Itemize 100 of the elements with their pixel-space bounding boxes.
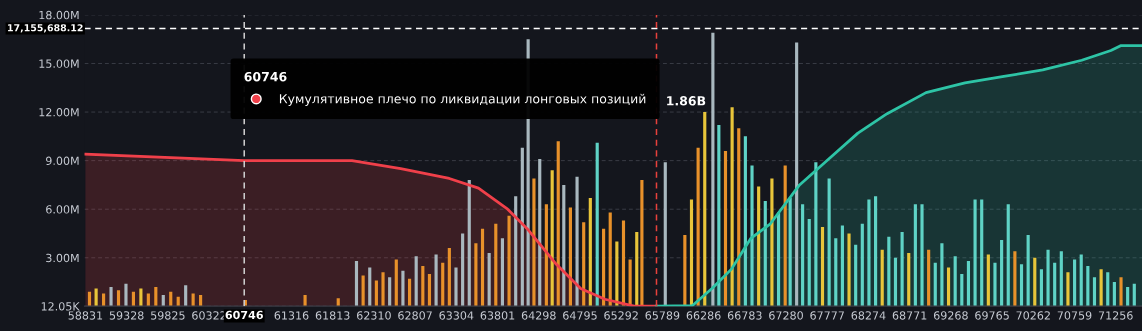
bar [507, 215, 511, 307]
bar [361, 275, 365, 307]
bar [743, 136, 747, 307]
bar [575, 176, 579, 307]
bar [336, 298, 340, 307]
bar [441, 262, 445, 307]
x-tick-label: 65292 [604, 311, 638, 320]
bar [427, 273, 432, 307]
bar [131, 291, 136, 307]
bar [907, 252, 911, 307]
ref-line-label: 17,155,688.12 [8, 24, 83, 33]
bar [595, 142, 599, 307]
bar [480, 228, 485, 307]
bar [683, 235, 687, 307]
x-tick-label: 68771 [892, 311, 927, 320]
bar [867, 199, 871, 307]
bar [723, 150, 728, 307]
bar [146, 293, 150, 307]
bar [401, 270, 405, 307]
bar [474, 243, 478, 307]
x-tick-label: 69765 [975, 311, 1009, 320]
bar [1119, 277, 1123, 307]
bar [940, 243, 944, 307]
x-tick-label: 64795 [563, 311, 597, 320]
bar [711, 32, 715, 307]
bar [494, 223, 498, 307]
x-tick-label: 61316 [274, 311, 309, 320]
bar [1000, 239, 1004, 307]
bar [1099, 269, 1103, 307]
bar [124, 283, 128, 307]
bar [973, 199, 977, 307]
bar [550, 170, 554, 307]
bar [933, 262, 937, 307]
bar [621, 220, 626, 307]
bar [966, 261, 971, 307]
bar [874, 196, 878, 307]
bar [421, 265, 425, 307]
bar [717, 125, 721, 307]
x-tick-label: 64298 [521, 311, 556, 320]
bar [801, 204, 805, 307]
bar [893, 257, 898, 307]
bar [87, 291, 92, 307]
bar [1033, 257, 1037, 307]
bar [354, 261, 359, 307]
bar [1046, 249, 1050, 307]
bar [757, 186, 761, 307]
bar [840, 225, 844, 307]
x-tick-label: 63304 [439, 311, 474, 320]
x-tick-label: 59825 [151, 311, 185, 320]
bar [556, 141, 560, 307]
x-tick-label: 68274 [851, 311, 886, 320]
bar [946, 267, 951, 307]
bar [750, 165, 754, 307]
x-tick-label: 63801 [480, 311, 515, 320]
bar [628, 259, 632, 307]
bar [582, 222, 586, 307]
bar [615, 241, 619, 307]
annotation: 1.86B [667, 96, 706, 106]
bar [1086, 265, 1090, 307]
bar [154, 286, 158, 307]
y-tick-label: 12.05K [41, 302, 80, 311]
bar [737, 128, 741, 307]
bar [139, 288, 143, 307]
bar [1053, 262, 1057, 307]
bar [169, 291, 173, 307]
bar [854, 244, 858, 307]
bar [544, 204, 548, 307]
x-tick-label: 70759 [1057, 311, 1092, 320]
bar [814, 162, 818, 307]
y-tick-label: 18.00M [39, 10, 79, 20]
bar [176, 296, 180, 307]
bar [102, 293, 106, 307]
bar [116, 290, 121, 307]
x-tick-label: 66286 [686, 311, 721, 320]
bar [184, 285, 188, 307]
bar [109, 286, 113, 307]
bar [461, 233, 465, 307]
ref-line-label: 60746 [225, 310, 263, 320]
x-tick-label: 58831 [68, 311, 103, 320]
bar [847, 233, 851, 307]
bar [960, 273, 964, 307]
bar [1026, 235, 1030, 307]
x-tick-label: 59328 [109, 311, 144, 320]
bar [374, 280, 378, 307]
bar [608, 212, 612, 307]
bar [447, 248, 451, 307]
bar [407, 278, 412, 307]
bar [1019, 264, 1024, 307]
bar [1112, 282, 1116, 307]
bar [1132, 283, 1136, 307]
bar [776, 212, 781, 307]
bar [730, 107, 734, 307]
y-tick-label: 9.00M [46, 156, 79, 166]
bar [1079, 254, 1083, 307]
bar [520, 147, 524, 307]
bar [900, 231, 904, 307]
legend-title: 60746 [244, 71, 287, 82]
bar [514, 196, 518, 307]
bar [1039, 269, 1043, 307]
bar [588, 197, 592, 307]
